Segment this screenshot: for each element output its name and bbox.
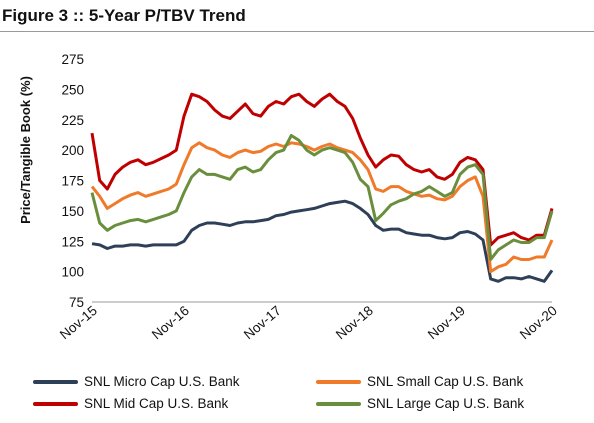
legend-label-large-cap: SNL Large Cap U.S. Bank xyxy=(367,396,525,411)
series-line-small-cap xyxy=(90,141,554,274)
y-tick-label: 225 xyxy=(61,113,84,128)
y-tick-label: 200 xyxy=(61,143,84,158)
legend-item-small-cap: SNL Small Cap U.S. Bank xyxy=(316,374,523,389)
y-axis-label: Price/Tangible Book (%) xyxy=(18,76,33,224)
x-axis-ticks: Nov-15 Nov-16 Nov-17 Nov-18 Nov-19 Nov-20 xyxy=(57,303,560,342)
figure-title: Figure 3 :: 5-Year P/TBV Trend xyxy=(2,6,246,25)
legend-swatch-mid-cap xyxy=(33,401,78,406)
y-tick-label: 250 xyxy=(61,82,84,97)
series-lines xyxy=(90,92,554,283)
legend-label-micro-cap: SNL Micro Cap U.S. Bank xyxy=(84,374,240,389)
y-tick-label: 125 xyxy=(61,234,84,249)
y-axis-ticks: 75 100 125 150 175 200 225 250 275 xyxy=(61,52,84,310)
title-divider xyxy=(0,31,594,32)
x-tick-label: Nov-16 xyxy=(149,303,192,342)
series-line-mid-cap xyxy=(90,92,554,247)
legend-label-small-cap: SNL Small Cap U.S. Bank xyxy=(367,374,524,389)
y-tick-label: 275 xyxy=(61,52,84,67)
legend-item-large-cap: SNL Large Cap U.S. Bank xyxy=(316,396,524,411)
legend-swatch-micro-cap xyxy=(33,379,78,384)
legend-item-mid-cap: SNL Mid Cap U.S. Bank xyxy=(33,396,228,411)
x-tick-label: Nov-20 xyxy=(517,303,560,342)
series-line-large-cap xyxy=(90,134,554,261)
legend-swatch-large-cap xyxy=(316,401,361,406)
y-tick-label: 175 xyxy=(61,174,84,189)
legend-label-mid-cap: SNL Mid Cap U.S. Bank xyxy=(84,396,229,411)
x-tick-label: Nov-17 xyxy=(241,303,284,342)
y-tick-label: 75 xyxy=(69,295,84,310)
y-tick-label: 150 xyxy=(61,204,84,219)
x-tick-label: Nov-19 xyxy=(425,303,468,342)
legend-swatch-small-cap xyxy=(316,379,361,384)
series-line-micro-cap xyxy=(91,199,554,283)
x-tick-label: Nov-18 xyxy=(333,303,376,342)
y-tick-label: 100 xyxy=(61,265,84,280)
legend-item-micro-cap: SNL Micro Cap U.S. Bank xyxy=(33,374,240,389)
